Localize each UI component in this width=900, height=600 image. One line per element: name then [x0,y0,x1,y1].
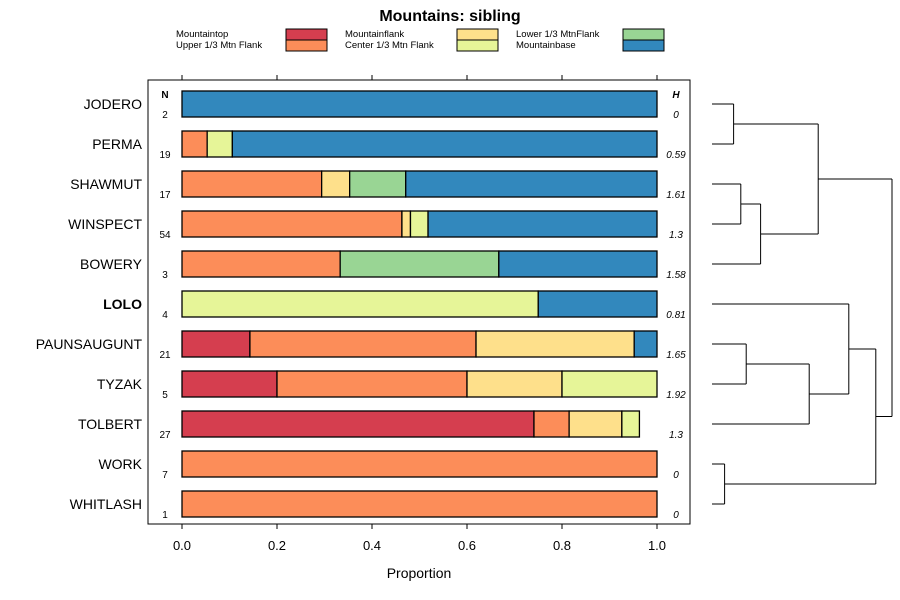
n-value-shawmut: 17 [159,190,171,201]
bar-segment-lolo-mountainbase [537,290,658,318]
bar-segment-tyzak-mountainflank [466,370,563,398]
h-value-lolo: 0.81 [666,310,685,321]
bar-segment-winspect-center-1-3-mtn-flank [409,210,429,238]
bar-segment-perma-center-1-3-mtn-flank [206,130,234,158]
n-value-lolo: 4 [162,310,168,321]
legend-label-mountainflank: Mountainflank [345,29,404,40]
dendrogram [712,103,893,505]
bar-segment-winspect-mountainbase [427,210,658,238]
category-label-bowery: BOWERY [80,256,143,272]
bar-segment-tyzak-mountaintop [181,370,278,398]
legend-swatch-mountaintop [285,28,328,41]
x-tick-label: 1.0 [648,538,666,553]
n-value-tolbert: 27 [159,430,171,441]
n-value-perma: 19 [159,150,171,161]
plot-frame [147,79,691,525]
chart-title: Mountains: sibling [379,8,520,25]
category-label-perma: PERMA [92,136,142,152]
bar-segment-jodero-mountainbase [181,90,658,118]
h-value-bowery: 1.58 [666,270,686,281]
bar-segment-bowery-lower-1-3-mtnflank [339,250,500,278]
bar-segment-bowery-mountainbase [498,250,658,278]
bar-segment-paunsaugunt-mountainbase [633,330,658,358]
h-value-work: 0 [673,470,679,481]
bar-segment-tyzak-upper-1-3-mtn-flank [276,370,468,398]
h-value-whitlash: 0 [673,510,679,521]
h-value-tyzak: 1.92 [666,390,686,401]
h-value-jodero: 0 [673,110,679,121]
h-value-winspect: 1.3 [669,230,683,241]
x-tick-label: 0.2 [268,538,286,553]
bar-segment-shawmut-upper-1-3-mtn-flank [181,170,323,198]
n-value-winspect: 54 [159,230,171,241]
x-axis-label: Proportion [387,565,452,581]
category-label-shawmut: SHAWMUT [70,176,142,192]
bar-segment-paunsaugunt-mountainflank [475,330,635,358]
n-value-work: 7 [162,470,168,481]
legend-label-lower-1-3-mtnflank: Lower 1/3 MtnFlank [516,29,600,40]
bar-segment-paunsaugunt-upper-1-3-mtn-flank [249,330,477,358]
n-value-whitlash: 1 [162,510,168,521]
bar-segment-tolbert-mountaintop [181,410,535,438]
n-value-jodero: 2 [162,110,168,121]
legend-label-mountaintop: Mountaintop [176,29,228,40]
n-value-bowery: 3 [162,270,168,281]
legend-swatch-lower-1-3-mtnflank [622,28,665,41]
legend-label-upper-1-3-mtn-flank: Upper 1/3 Mtn Flank [176,40,262,51]
category-label-lolo: LOLO [103,296,142,312]
bar-segment-tyzak-center-1-3-mtn-flank [561,370,658,398]
legend-swatch-mountainflank [456,28,499,41]
h-value-paunsaugunt: 1.65 [666,350,686,361]
category-label-jodero: JODERO [84,96,142,112]
category-label-whitlash: WHITLASH [70,496,142,512]
bar-segment-winspect-upper-1-3-mtn-flank [181,210,403,238]
category-label-tyzak: TYZAK [97,376,143,392]
h-value-shawmut: 1.61 [666,190,685,201]
bar-segment-shawmut-lower-1-3-mtnflank [349,170,407,198]
category-label-work: WORK [98,456,142,472]
bar-segment-paunsaugunt-mountaintop [181,330,251,358]
n-value-tyzak: 5 [162,390,168,401]
legend-swatch-mountainbase [622,39,665,52]
bar-segment-work-upper-1-3-mtn-flank [181,450,658,478]
bar-segment-shawmut-mountainbase [405,170,658,198]
legend-label-center-1-3-mtn-flank: Center 1/3 Mtn Flank [345,40,434,51]
x-tick-label: 0.6 [458,538,476,553]
bar-segment-perma-upper-1-3-mtn-flank [181,130,208,158]
x-axis: 0.0 0.2 0.4 0.6 0.8 1.0 [173,75,666,553]
category-label-paunsaugunt: PAUNSAUGUNT [36,336,143,352]
x-tick-label: 0.4 [363,538,381,553]
bar-segment-bowery-upper-1-3-mtn-flank [181,250,341,278]
n-value-paunsaugunt: 21 [159,350,171,361]
bar-segment-shawmut-mountainflank [320,170,351,198]
n-header: N [161,90,168,101]
bar-segment-tolbert-mountainflank [568,410,623,438]
h-header: H [672,90,680,101]
bar-segment-tolbert-center-1-3-mtn-flank [621,410,641,438]
x-tick-label: 0.8 [553,538,571,553]
bar-segment-lolo-center-1-3-mtn-flank [181,290,539,318]
h-value-tolbert: 1.3 [669,430,683,441]
h-value-perma: 0.59 [666,150,686,161]
bars [181,90,658,518]
category-label-tolbert: TOLBERT [78,416,143,432]
legend-label-mountainbase: Mountainbase [516,40,576,51]
bar-segment-winspect-mountainflank [401,210,412,238]
legend-swatch-upper-1-3-mtn-flank [285,39,328,52]
legend-swatch-center-1-3-mtn-flank [456,39,499,52]
x-tick-label: 0.0 [173,538,191,553]
bar-segment-perma-mountainbase [231,130,658,158]
bar-segment-tolbert-upper-1-3-mtn-flank [533,410,570,438]
category-label-winspect: WINSPECT [68,216,142,232]
bar-segment-whitlash-upper-1-3-mtn-flank [181,490,658,518]
